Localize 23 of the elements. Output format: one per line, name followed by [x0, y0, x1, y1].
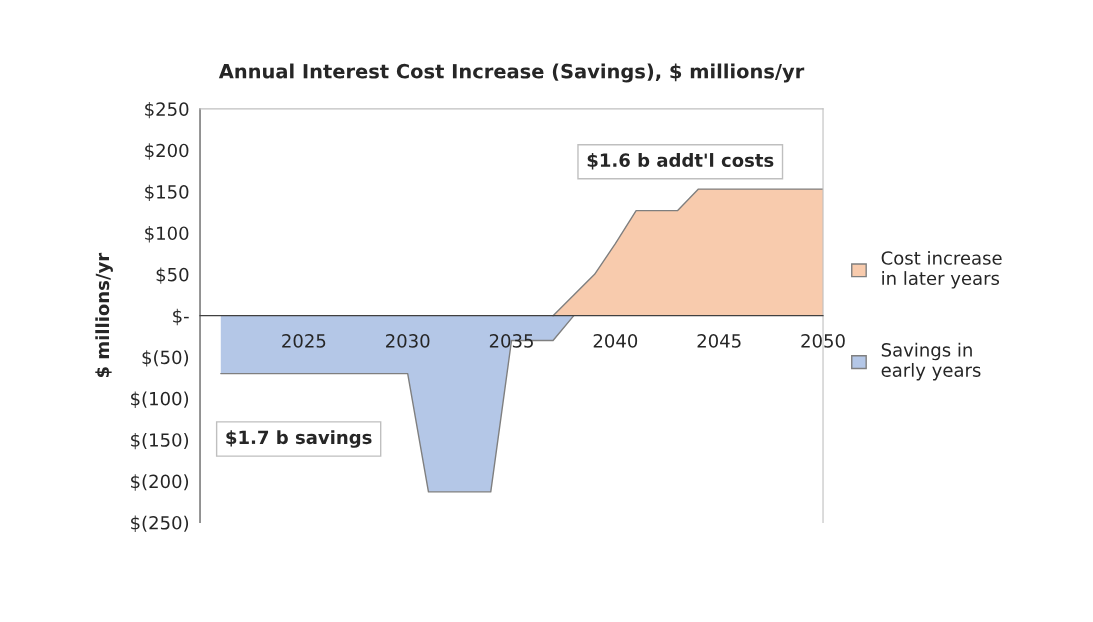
y-tick-label: $(250): [131, 515, 189, 532]
y-axis-title: $ millions/yr: [95, 252, 113, 378]
x-tick-label: 2040: [593, 334, 638, 348]
x-tick-label: 2030: [386, 334, 430, 348]
y-tick-label: $200: [145, 143, 189, 160]
y-tick-label: $(50): [142, 350, 189, 367]
y-tick-label: $150: [145, 184, 189, 202]
y-tick-label: $(150): [131, 432, 189, 450]
y-tick-label: $-: [173, 308, 189, 326]
y-tick-label: $100: [145, 226, 189, 243]
y-tick-label: $(100): [131, 391, 189, 408]
annotation: $1.7 b savings: [226, 430, 372, 448]
x-tick-label: 2045: [697, 334, 741, 348]
y-tick-label: $250: [145, 101, 189, 119]
y-tick-label: $(200): [131, 474, 189, 491]
annotation: $1.6 b addt'l costs: [587, 153, 774, 170]
x-tick-label: 2025: [282, 334, 326, 348]
chart-title: Annual Interest Cost Increase (Savings), $ millions/yr: [218, 63, 805, 83]
legend-label: Savings in early years: [881, 342, 981, 381]
y-tick-label: $50: [156, 267, 189, 284]
legend-label: Cost increase in later years: [881, 250, 1002, 289]
x-tick-label: 2035: [489, 334, 533, 348]
x-tick-label: 2050: [801, 334, 845, 348]
